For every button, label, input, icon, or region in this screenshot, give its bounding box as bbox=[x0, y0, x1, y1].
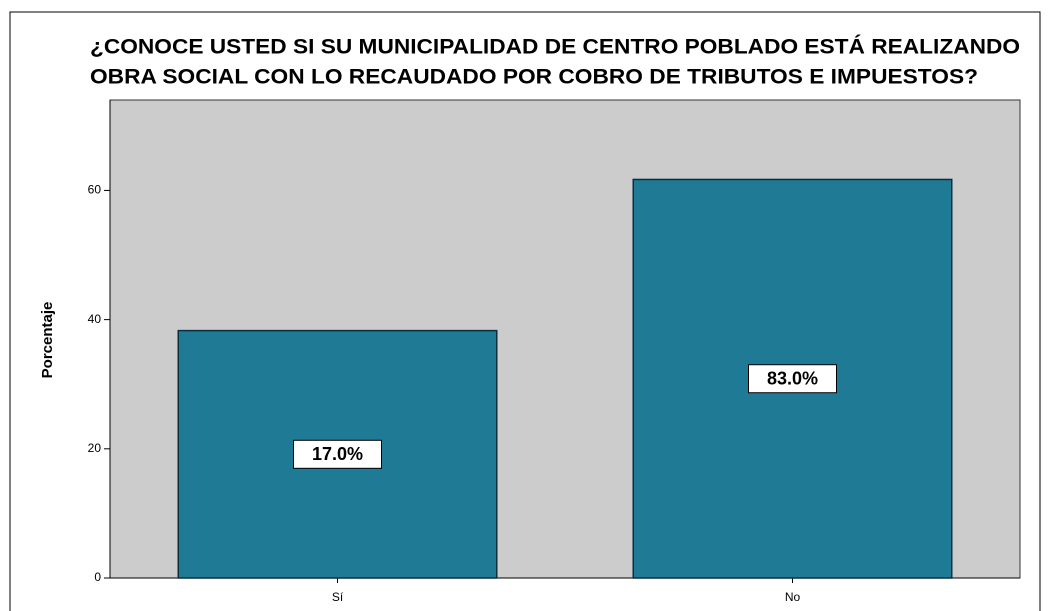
chart-title: OBRA SOCIAL CON LO RECAUDADO POR COBRO D… bbox=[90, 66, 978, 89]
annotation-box bbox=[293, 439, 382, 469]
y-tick-label: 0 bbox=[94, 570, 101, 584]
annotation-box bbox=[748, 364, 837, 394]
y-tick-label: 40 bbox=[88, 312, 102, 326]
x-tick-label: No bbox=[785, 590, 801, 604]
annotation: 83.0% bbox=[767, 368, 818, 388]
annotation: 17.0% bbox=[312, 444, 363, 464]
x-tick-label: Sí bbox=[332, 590, 344, 604]
chart-title: ¿CONOCE USTED SI SU MUNICIPALIDAD DE CEN… bbox=[90, 36, 1020, 59]
y-axis-label: Porcentaje bbox=[39, 302, 56, 379]
y-tick-label: 60 bbox=[88, 183, 102, 197]
y-tick-label: 20 bbox=[88, 441, 102, 455]
